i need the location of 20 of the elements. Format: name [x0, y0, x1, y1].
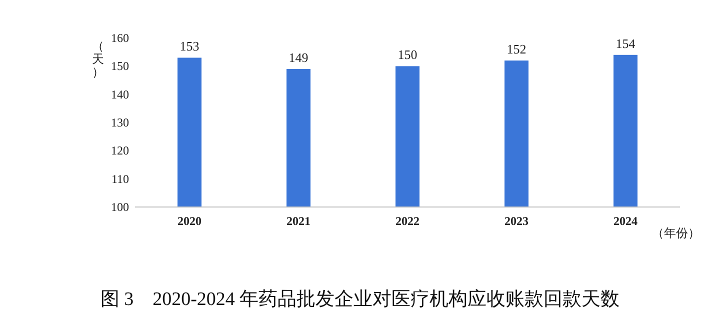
data-label: 153 — [180, 38, 200, 54]
x-tick-label: 2023 — [504, 214, 528, 228]
x-tick-label: 2021 — [286, 214, 310, 228]
data-label: 149 — [288, 50, 308, 65]
x-tick-label: 2020 — [178, 214, 202, 228]
data-label: 152 — [506, 42, 526, 57]
y-tick-label: 110 — [111, 172, 129, 186]
text: 图 3 2020-2024 年药品批发企业对医疗机构应收账款回款天数 — [100, 288, 620, 310]
x-tick-label: 2024 — [614, 214, 638, 228]
y-tick-label: 160 — [111, 31, 129, 45]
data-label: 150 — [398, 47, 418, 62]
y-tick-label: 150 — [111, 59, 129, 74]
y-tick-label: 140 — [111, 87, 129, 102]
data-label: 154 — [616, 36, 636, 51]
x-tick-label: 2022 — [396, 214, 420, 228]
y-tick-label: 130 — [111, 116, 129, 130]
x-axis-title: （年份） — [652, 226, 700, 240]
y-axis-title: （天） — [92, 39, 104, 79]
y-tick-label: 100 — [111, 200, 129, 214]
y-tick-label: 120 — [111, 144, 129, 158]
